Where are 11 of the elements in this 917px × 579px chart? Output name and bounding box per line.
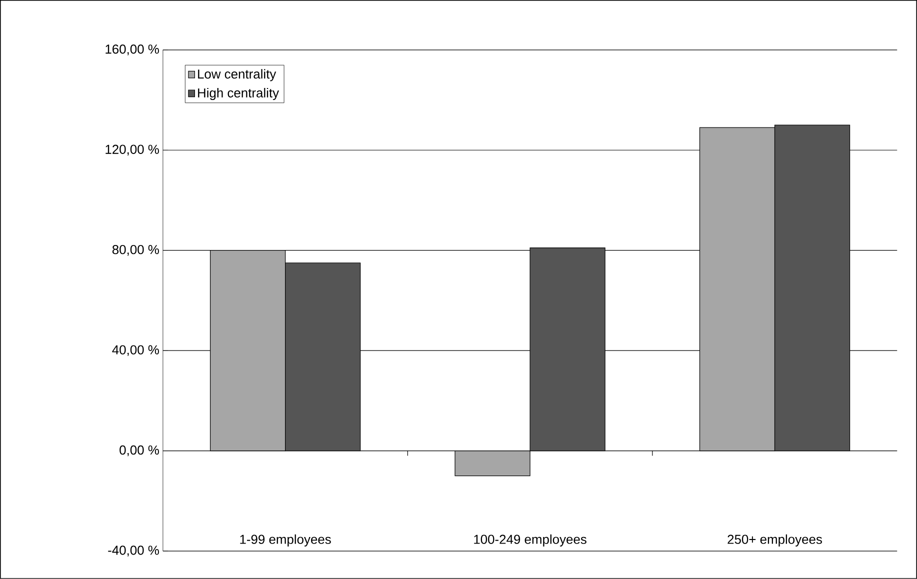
x-tick-label: 250+ employees (728, 534, 822, 547)
y-tick-label: 80,00 % (112, 245, 159, 256)
y-tick-label: 0,00 % (120, 445, 159, 456)
x-tick-label: 1-99 employees (240, 534, 331, 547)
x-tick-label: 100-249 employees (474, 534, 586, 547)
y-tick-label: -40,00 % (108, 546, 159, 556)
y-tick-label: 160,00 % (106, 44, 159, 56)
y-tick-label: 40,00 % (112, 345, 159, 356)
legend-label: High centrality (198, 88, 280, 100)
y-tick-label: 120,00 % (106, 144, 159, 156)
legend-label: Low centrality (198, 69, 276, 82)
